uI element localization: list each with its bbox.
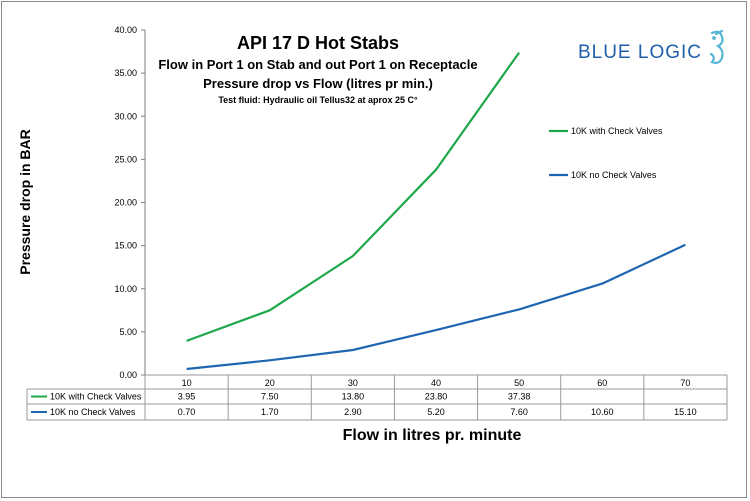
logo-text: BLUE LOGIC <box>578 42 702 63</box>
data-label: 15.10 <box>674 407 697 417</box>
x-tick-label: 50 <box>514 378 524 388</box>
x-tick-label: 40 <box>431 378 441 388</box>
data-label: 13.80 <box>342 392 365 402</box>
y-tick-label: 10.00 <box>114 284 137 294</box>
chart-note: Test fluid: Hydraulic oil Tellus32 at ap… <box>218 95 418 105</box>
legend-label-1: 10K with Check Valves <box>571 126 663 136</box>
x-tick-label: 70 <box>680 378 690 388</box>
legend: 10K with Check Valves 10K no Check Valves <box>549 126 663 180</box>
legend-label-2: 10K no Check Valves <box>571 170 657 180</box>
data-label: 7.60 <box>510 407 528 417</box>
x-tick-label: 20 <box>265 378 275 388</box>
data-label: 10.60 <box>591 407 614 417</box>
seahorse-icon <box>709 29 724 64</box>
y-axis-label: Pressure drop in BAR <box>17 129 33 274</box>
x-tick-label: 30 <box>348 378 358 388</box>
y-tick-label: 25.00 <box>114 154 137 164</box>
y-tick-label: 30.00 <box>114 111 137 121</box>
y-tick-label: 15.00 <box>114 241 137 251</box>
logo: BLUE LOGIC <box>578 29 724 64</box>
chart-subtitle-line-2: Pressure drop vs Flow (litres pr min.) <box>203 76 433 91</box>
x-tick-label: 60 <box>597 378 607 388</box>
y-tick-label: 35.00 <box>114 68 137 78</box>
table-row-label-2: 10K no Check Valves <box>50 407 136 417</box>
data-table: 10 20 30 40 50 60 70 10K with Check Valves 3.95 7… <box>26 374 728 421</box>
y-tick-label: 40.00 <box>114 25 137 35</box>
y-tick-label: 20.00 <box>114 198 137 208</box>
series-line-2 <box>186 243 686 371</box>
data-label: 0.70 <box>178 407 196 417</box>
table-row-label-1: 10K with Check Valves <box>50 392 142 402</box>
x-axis-label: Flow in litres pr. minute <box>343 427 522 444</box>
x-tick-label: 10 <box>182 378 192 388</box>
data-label: 5.20 <box>427 407 445 417</box>
y-tick-label: 5.00 <box>119 327 137 337</box>
data-label: 37.38 <box>508 392 531 402</box>
data-label: 3.95 <box>178 392 196 402</box>
series-line-1 <box>186 51 520 342</box>
data-label: 7.50 <box>261 392 279 402</box>
data-label: 2.90 <box>344 407 362 417</box>
chart-title: API 17 D Hot Stabs <box>237 33 399 53</box>
data-label: 1.70 <box>261 407 279 417</box>
y-tick-label: 0.00 <box>119 370 137 380</box>
data-label: 23.80 <box>425 392 448 402</box>
chart-subtitle-line-1: Flow in Port 1 on Stab and out Port 1 on… <box>158 57 477 72</box>
